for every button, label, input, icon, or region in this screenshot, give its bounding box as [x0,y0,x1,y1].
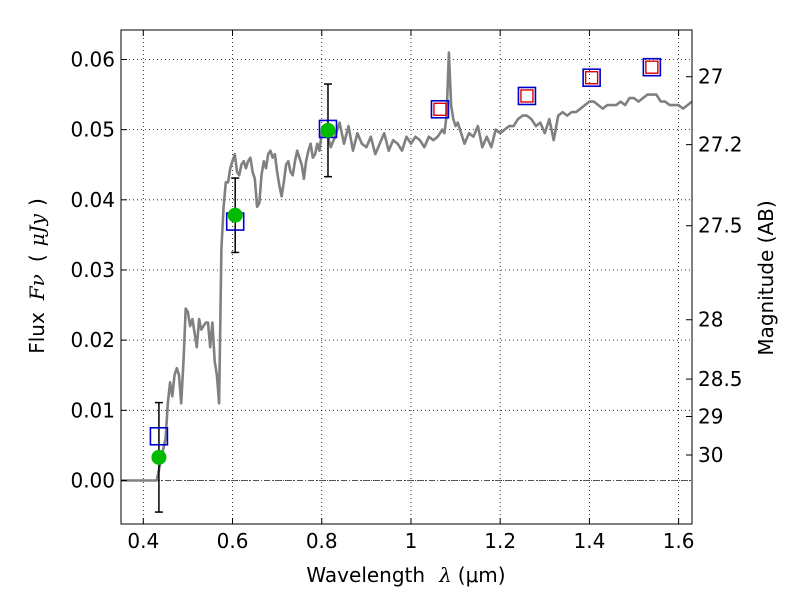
y-tick-label: 0.02 [70,328,115,352]
model-photometry-square [517,86,537,106]
observed-point [151,449,167,465]
y2-tick-label: 27.5 [698,214,743,238]
upper-limit-square [645,60,659,74]
x-tick-label: 1.4 [573,529,605,553]
x-tick-label: 0.6 [217,529,249,553]
ticks: 0.4 0.6 0.8 1 1.2 1.4 1.6 0.00 0.01 0.02 0.03 0.04 0… [70,30,743,553]
y-tick-label: 0.00 [70,468,115,492]
y-tick-label: 0.04 [70,188,115,212]
y-tick-label: 0.03 [70,258,115,282]
upper-limit-square [433,102,447,116]
y-axis-label: FluxFν(μJy) [25,198,49,354]
x-tick-label: 0.8 [306,529,338,553]
y-tick-label: 0.05 [70,118,115,142]
y2-tick-label: 27.2 [698,133,743,157]
plot-frame [120,29,693,525]
y2-tick-label: 28.5 [698,367,743,391]
y2-tick-label: 29 [698,404,723,428]
data-series [121,51,693,513]
upper-limit-square [520,89,534,103]
model-photometry-square [642,57,662,77]
y2-axis-label: Magnitude (AB) [754,200,778,355]
x-tick-label: 1.6 [663,529,695,553]
observed-point [320,122,336,138]
x-tick-label: 0.4 [127,529,159,553]
upper-limit-square [584,71,599,85]
y-tick-label: 0.01 [70,398,115,422]
x-tick-label: 1 [405,529,418,553]
model-photometry-square [430,99,450,119]
y2-tick-label: 28 [698,308,723,332]
y-tick-label: 0.06 [70,47,115,71]
model-photometry-square [149,426,169,446]
x-axis-label: Wavelength λ (μm) [306,563,505,587]
model-spectrum-line [121,51,693,482]
observed-point [227,207,243,223]
y2-tick-label: 27 [698,65,723,89]
model-photometry-square [582,68,601,88]
x-tick-label: 1.2 [484,529,516,553]
y2-tick-label: 30 [698,443,723,467]
